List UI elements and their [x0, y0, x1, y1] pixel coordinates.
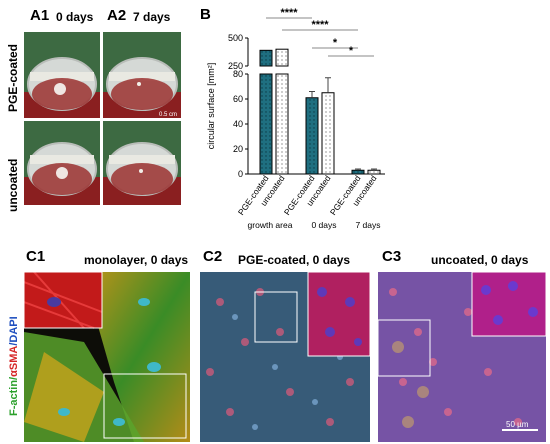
- stain-dapi: /DAPI: [8, 316, 20, 346]
- y-tick-label: 0: [238, 169, 243, 179]
- significance-label-0: ****: [280, 7, 298, 19]
- photo-a2-pge-coated: 0.5 cm: [103, 32, 181, 118]
- group-label-0: growth area: [248, 220, 293, 230]
- photo-a1-uncoated: [24, 121, 100, 205]
- y-tick-label: 60: [233, 94, 243, 104]
- y-tick-label: 80: [233, 69, 243, 79]
- panel-label-c2: C2: [203, 248, 223, 265]
- panel-label-a1: A1: [30, 7, 50, 24]
- y-axis-label: circular surface [mm²]: [206, 63, 216, 150]
- photo-a2-uncoated: [103, 121, 181, 205]
- stain-legend: F-actin/αSMA/DAPI: [8, 316, 20, 416]
- row-label-pge-coated: PGE-coated: [6, 43, 20, 112]
- title-c1: monolayer, 0 days: [84, 253, 189, 267]
- y-tick-label: 500: [228, 33, 243, 43]
- time-label-a1: 0 days: [56, 10, 94, 24]
- bar-0-upper: [259, 49, 273, 67]
- micrograph-c3-uncoated: 50 µm: [378, 272, 546, 442]
- panel-label-c1: C1: [26, 248, 46, 265]
- row-label-uncoated: uncoated: [6, 158, 20, 212]
- panel-label-b: B: [200, 6, 211, 23]
- bar-0-lower: [259, 73, 273, 175]
- micrograph-c1-monolayer: [24, 272, 190, 442]
- y-tick-label: 40: [233, 119, 243, 129]
- group-label-2: 7 days: [355, 220, 380, 230]
- significance-label-2: *: [333, 37, 338, 49]
- scale-text-a: 0.5 cm: [158, 112, 177, 118]
- bar-3: [321, 92, 335, 175]
- stain-asma: αSMA: [8, 345, 20, 377]
- scale-bar-label-c3: 50 µm: [506, 420, 529, 429]
- panel-label-a2: A2: [107, 7, 127, 24]
- significance-label-3: *: [349, 45, 354, 57]
- title-c3: uncoated, 0 days: [431, 253, 529, 267]
- y-tick-label: 20: [233, 144, 243, 154]
- significance-label-1: ****: [311, 19, 329, 31]
- group-label-1: 0 days: [311, 220, 336, 230]
- bar-1-lower: [275, 73, 289, 175]
- micrograph-c2-pge-coated: [200, 272, 370, 442]
- y-tick-label: 250: [228, 61, 243, 71]
- bar-2: [305, 97, 319, 175]
- photo-a1-pge-coated: [24, 32, 100, 118]
- panel-label-c3: C3: [382, 248, 402, 265]
- title-c2: PGE-coated, 0 days: [238, 253, 351, 267]
- stain-f-actin: F-actin/: [8, 376, 20, 416]
- time-label-a2: 7 days: [133, 10, 171, 24]
- bar-1-upper: [275, 48, 289, 67]
